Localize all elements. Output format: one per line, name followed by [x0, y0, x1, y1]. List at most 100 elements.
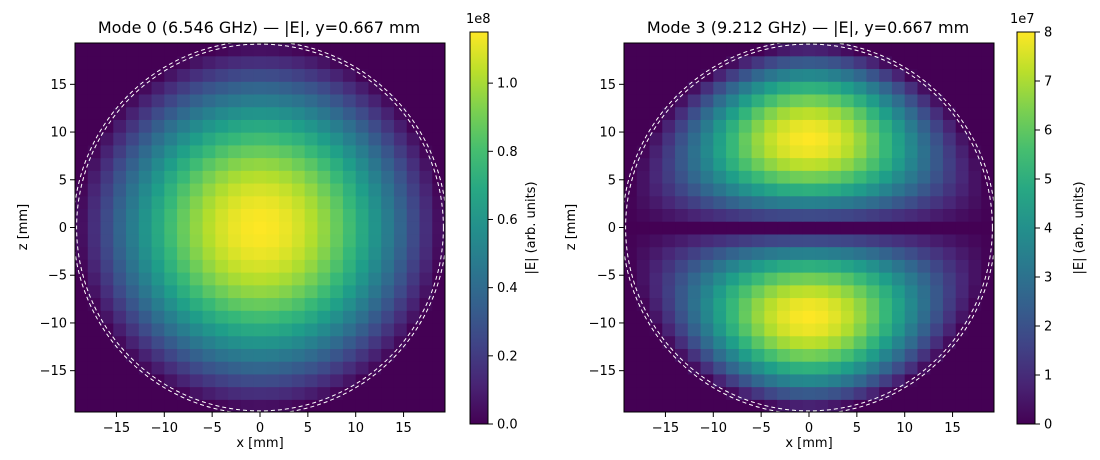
heatmap-cell	[342, 373, 357, 388]
heatmap-cell	[87, 81, 102, 95]
heatmap-cell	[662, 195, 676, 210]
heatmap-cell	[968, 55, 982, 70]
heatmap-cell	[202, 68, 216, 82]
heatmap-cell	[726, 284, 740, 299]
heatmap-cell	[636, 233, 651, 248]
heatmap-cell	[738, 322, 753, 337]
heatmap-cell	[240, 322, 255, 337]
heatmap-cell	[917, 132, 931, 146]
heatmap-cell	[240, 93, 255, 108]
y-tick-label: −10	[40, 316, 67, 331]
heatmap-cell	[432, 195, 445, 210]
x-tick-label: 5	[304, 421, 312, 436]
heatmap-cell	[675, 55, 689, 70]
heatmap-cell	[432, 144, 445, 159]
heatmap-cell	[930, 68, 944, 82]
heatmap-cell	[393, 373, 408, 388]
heatmap-cell	[636, 43, 651, 57]
heatmap-cell	[738, 170, 753, 184]
heatmap-cell	[228, 132, 242, 146]
heatmap-cell	[138, 43, 153, 57]
heatmap-cell	[853, 106, 868, 120]
heatmap-cell	[687, 106, 702, 120]
heatmap-cell	[253, 386, 267, 400]
colorbar-tick-label: 3	[1044, 271, 1052, 286]
heatmap-cell	[228, 335, 242, 349]
heatmap-cell	[917, 335, 931, 349]
heatmap-cell	[202, 144, 216, 159]
heatmap-cell	[189, 170, 204, 184]
heatmap-cell	[189, 361, 204, 375]
heatmap-cell	[866, 157, 880, 171]
heatmap-cell	[981, 68, 994, 82]
heatmap-cell	[330, 55, 344, 70]
heatmap-cell	[189, 310, 204, 324]
heatmap-cell	[917, 93, 931, 108]
heatmap-cell	[789, 182, 804, 197]
heatmap-cell	[266, 272, 280, 286]
heatmap-cell	[100, 182, 114, 197]
heatmap-cell	[649, 272, 663, 286]
heatmap-cell	[279, 297, 293, 311]
heatmap-cell	[930, 361, 944, 375]
heatmap-cell	[202, 170, 216, 184]
heatmap-cell	[624, 348, 638, 362]
heatmap-cell	[266, 399, 280, 412]
heatmap-cell	[330, 106, 344, 120]
cavity-boundary-circle	[625, 43, 993, 412]
heatmap-cell	[891, 233, 906, 248]
heatmap-cell	[930, 182, 944, 197]
heatmap-cell	[662, 348, 676, 362]
heatmap-cell	[866, 297, 880, 311]
heatmap-cell	[981, 208, 994, 222]
heatmap-cell	[368, 310, 382, 324]
heatmap-cell	[342, 272, 357, 286]
colorbar-tick-label: 4	[1044, 222, 1052, 237]
colorbar-tick-label: 1	[1044, 369, 1052, 384]
heatmap-cell	[177, 55, 191, 70]
heatmap-cell	[789, 119, 804, 133]
heatmap-cell	[279, 106, 293, 120]
heatmap-cell	[279, 322, 293, 337]
heatmap-cell	[802, 373, 816, 388]
heatmap-cell	[330, 182, 344, 197]
heatmap-cell	[240, 259, 255, 273]
heatmap-cell	[164, 246, 178, 260]
heatmap-cell	[151, 144, 165, 159]
y-tick-label: 5	[608, 173, 616, 188]
heatmap-cell	[675, 170, 689, 184]
heatmap-cell	[126, 284, 140, 299]
heatmap-cell	[419, 55, 433, 70]
heatmap-cell	[891, 68, 906, 82]
heatmap-cell	[381, 348, 395, 362]
heatmap-cell	[368, 132, 382, 146]
heatmap-cell	[138, 386, 153, 400]
heatmap-cell	[738, 195, 753, 210]
heatmap-cell	[177, 310, 191, 324]
heatmap-cell	[87, 55, 102, 70]
heatmap-cell	[393, 144, 408, 159]
heatmap-cell	[113, 399, 127, 412]
heatmap-cell	[853, 221, 868, 235]
heatmap-cell	[879, 170, 893, 184]
heatmap-cell	[317, 132, 331, 146]
heatmap-cell	[713, 119, 727, 133]
heatmap-cell	[853, 284, 868, 299]
heatmap-cell	[649, 195, 663, 210]
heatmap-cell	[87, 373, 102, 388]
heatmap-cell	[687, 182, 702, 197]
heatmap-cell	[304, 373, 319, 388]
heatmap-cell	[636, 297, 651, 311]
heatmap-cell	[342, 233, 357, 248]
x-tick-label: −10	[151, 421, 178, 436]
heatmap-cell	[904, 259, 919, 273]
heatmap-cell	[789, 81, 804, 95]
heatmap-cell	[879, 195, 893, 210]
heatmap-cell	[406, 373, 421, 388]
heatmap-cell	[342, 182, 357, 197]
heatmap-cell	[419, 144, 433, 159]
heatmap-cell	[942, 272, 957, 286]
heatmap-cell	[419, 386, 433, 400]
heatmap-cell	[649, 361, 663, 375]
heatmap-cell	[662, 386, 676, 400]
